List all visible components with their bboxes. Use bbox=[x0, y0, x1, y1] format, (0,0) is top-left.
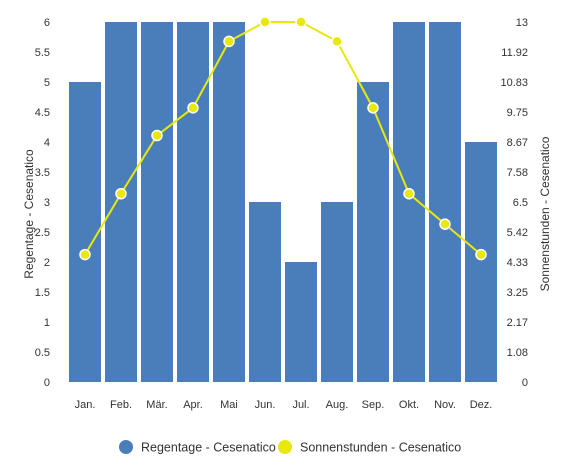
right-tick-label: 13 bbox=[516, 17, 528, 29]
bar-2[interactable] bbox=[141, 22, 173, 382]
legend-rain-marker bbox=[119, 440, 133, 454]
sunshine-point-6[interactable] bbox=[295, 16, 307, 28]
left-axis-ticks: 0 0.5 1 1.5 2 2.5 3 3.5 4 4.5 5 5.5 6 bbox=[35, 17, 50, 389]
x-tick-label: Dez. bbox=[470, 399, 493, 411]
x-axis-ticks: Jan. Feb. Mär. Apr. Mai Jun. Jul. Aug. Sep. Okt. N… bbox=[75, 399, 493, 411]
right-tick-label: 2.17 bbox=[507, 317, 528, 329]
left-tick-label: 5 bbox=[44, 77, 50, 89]
right-tick-label: 3.25 bbox=[507, 287, 528, 299]
x-tick-label: Okt. bbox=[399, 399, 419, 411]
right-tick-label: 9.75 bbox=[507, 107, 528, 119]
x-tick-label: Mär. bbox=[146, 399, 167, 411]
sunshine-point-11[interactable] bbox=[475, 248, 487, 261]
left-tick-label: 2 bbox=[44, 257, 50, 269]
sunshine-point-8[interactable] bbox=[367, 102, 379, 114]
right-tick-label: 10.83 bbox=[500, 77, 528, 89]
legend-item-rain[interactable]: Regentage - Cesenatico bbox=[119, 440, 276, 455]
legend: Regentage - Cesenatico Sonnenstunden - C… bbox=[119, 440, 461, 455]
sunshine-point-0[interactable] bbox=[79, 248, 91, 261]
left-tick-label: 5.5 bbox=[35, 47, 50, 59]
left-tick-label: 1.5 bbox=[35, 287, 50, 299]
bar-4[interactable] bbox=[213, 22, 245, 382]
left-tick-label: 6 bbox=[44, 17, 50, 29]
right-tick-label: 8.67 bbox=[507, 137, 528, 149]
right-tick-label: 7.58 bbox=[507, 167, 528, 179]
sunshine-point-10[interactable] bbox=[439, 218, 451, 230]
bar-1[interactable] bbox=[105, 22, 137, 382]
left-tick-label: 3 bbox=[44, 197, 50, 209]
right-axis-ticks: 0 1.08 2.17 3.25 4.33 5.42 6.5 7.58 8.67 9.75 10.8… bbox=[500, 17, 528, 389]
legend-sun-marker bbox=[278, 440, 292, 454]
left-axis-title: Regentage - Cesenatico bbox=[22, 149, 36, 279]
left-tick-label: 4.5 bbox=[35, 107, 50, 119]
x-tick-label: Feb. bbox=[110, 399, 132, 411]
x-tick-label: Aug. bbox=[326, 399, 349, 411]
x-tick-label: Jun. bbox=[255, 399, 276, 411]
legend-item-sun[interactable]: Sonnenstunden - Cesenatico bbox=[278, 440, 461, 455]
legend-rain-label: Regentage - Cesenatico bbox=[141, 441, 276, 455]
right-axis-title: Sonnenstunden - Cesenatico bbox=[538, 136, 552, 291]
sunshine-line bbox=[84, 21, 482, 256]
bar-8[interactable] bbox=[357, 82, 389, 382]
right-tick-label: 1.08 bbox=[507, 347, 528, 359]
bar-11[interactable] bbox=[465, 142, 497, 382]
right-tick-label: 0 bbox=[522, 377, 528, 389]
line-layer bbox=[79, 16, 487, 261]
x-tick-label: Nov. bbox=[434, 399, 456, 411]
x-tick-label: Jul. bbox=[292, 399, 309, 411]
bar-7[interactable] bbox=[321, 202, 353, 382]
bar-3[interactable] bbox=[177, 22, 209, 382]
left-tick-label: 2.5 bbox=[35, 227, 50, 239]
sunshine-point-7[interactable] bbox=[331, 35, 343, 48]
sunshine-point-1[interactable] bbox=[115, 187, 127, 200]
bar-5[interactable] bbox=[249, 202, 281, 382]
left-tick-label: 4 bbox=[44, 137, 50, 149]
right-tick-label: 11.92 bbox=[501, 47, 528, 59]
x-tick-label: Apr. bbox=[183, 399, 203, 411]
sunshine-point-4[interactable] bbox=[223, 35, 235, 48]
left-tick-label: 3.5 bbox=[35, 167, 50, 179]
sunshine-point-3[interactable] bbox=[187, 102, 199, 114]
x-tick-label: Sep. bbox=[362, 399, 385, 411]
right-tick-label: 5.42 bbox=[507, 227, 528, 239]
x-tick-label: Mai bbox=[220, 399, 238, 411]
bar-6[interactable] bbox=[285, 262, 317, 382]
bar-0[interactable] bbox=[69, 82, 101, 382]
left-tick-label: 0 bbox=[44, 377, 50, 389]
left-tick-label: 1 bbox=[44, 317, 50, 329]
x-tick-label: Jan. bbox=[75, 399, 96, 411]
sunshine-point-5[interactable] bbox=[259, 16, 271, 28]
right-tick-label: 4.33 bbox=[507, 257, 528, 269]
sunshine-point-2[interactable] bbox=[151, 129, 163, 142]
bar-10[interactable] bbox=[429, 22, 461, 382]
legend-sun-label: Sonnenstunden - Cesenatico bbox=[300, 441, 461, 455]
right-tick-label: 6.5 bbox=[513, 197, 528, 209]
left-tick-label: 0.5 bbox=[35, 347, 50, 359]
sunshine-point-9[interactable] bbox=[403, 187, 415, 200]
bars-layer bbox=[69, 22, 497, 382]
